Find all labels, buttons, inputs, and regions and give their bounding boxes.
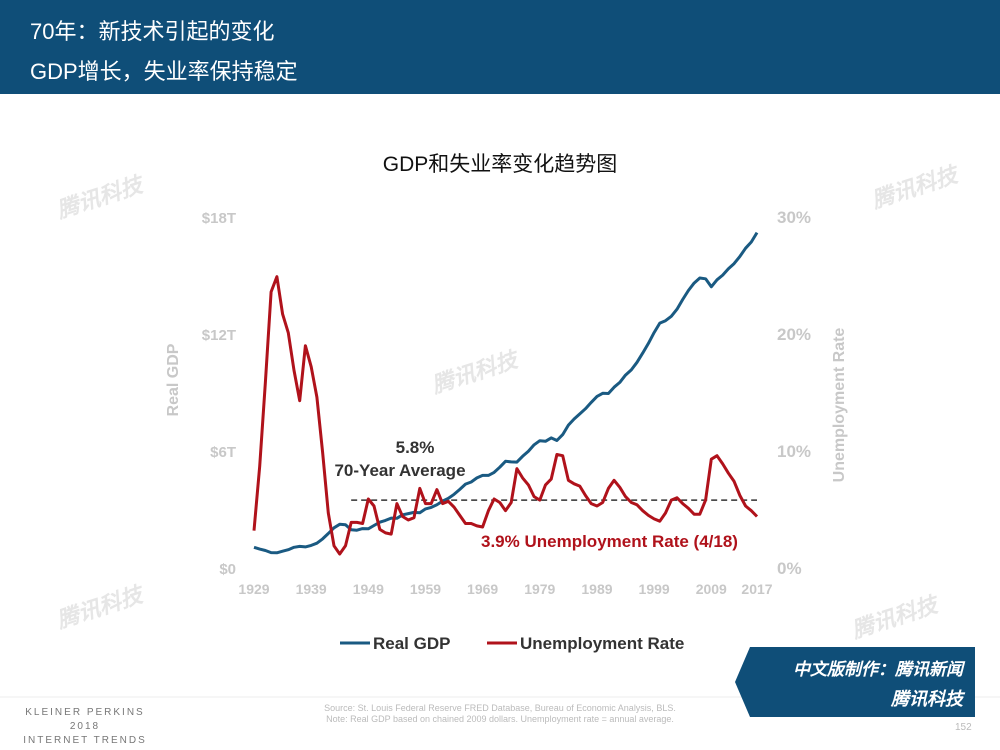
y-left-tick: $6T [210,444,236,461]
x-tick: 1939 [296,581,327,597]
series-line-real-gdp [253,231,759,555]
kp-line3: INTERNET TRENDS [23,735,147,746]
page-number: 152 [955,722,972,733]
series-line-unemployment-rate [252,275,759,556]
note-text: Note: Real GDP based on chained 2009 dol… [326,714,674,724]
credit-badge: 中文版制作：腾讯新闻 腾讯科技 [735,647,975,717]
x-tick: 1959 [410,581,441,597]
badge-line2: 腾讯科技 [891,689,963,709]
legend-label: Unemployment Rate [520,634,684,653]
header-title: 70年：新技术引起的变化 [30,19,275,44]
kp-logo: KLEINER PERKINS 2018 INTERNET TRENDS [10,706,160,748]
y-right-tick: 30% [777,208,811,227]
badge-line1: 中文版制作：腾讯新闻 [793,660,963,679]
header-subtitle: GDP增长，失业率保持稳定 [30,59,298,84]
y-right-tick: 0% [777,559,802,578]
x-tick: 1989 [581,581,612,597]
y-left-label: Real GDP [165,343,182,416]
average-value-label: 5.8% [396,438,435,457]
x-tick: 1999 [639,581,670,597]
legend-label: Real GDP [373,634,450,653]
y-left-tick: $12T [202,327,236,344]
x-tick: 1929 [238,581,269,597]
average-label: 70-Year Average [334,461,465,480]
y-left-tick: $0 [219,561,236,578]
y-right-tick: 20% [777,325,811,344]
x-tick: 2017 [741,581,772,597]
x-tick: 1969 [467,581,498,597]
x-tick: 2009 [696,581,727,597]
y-right-tick: 10% [777,442,811,461]
y-left-tick: $18T [202,210,236,227]
x-tick: 1979 [524,581,555,597]
header-bar: 70年：新技术引起的变化 GDP增长，失业率保持稳定 [0,0,1000,94]
unemployment-annotation: 3.9% Unemployment Rate (4/18) [481,532,738,551]
kp-line1: KLEINER PERKINS [25,707,145,718]
kp-line2: 2018 [69,721,101,732]
source-text: Source: St. Louis Federal Reserve FRED D… [324,703,676,713]
chart-title: GDP和失业率变化趋势图 [382,153,618,176]
y-right-label: Unemployment Rate [831,328,848,483]
x-tick: 1949 [353,581,384,597]
